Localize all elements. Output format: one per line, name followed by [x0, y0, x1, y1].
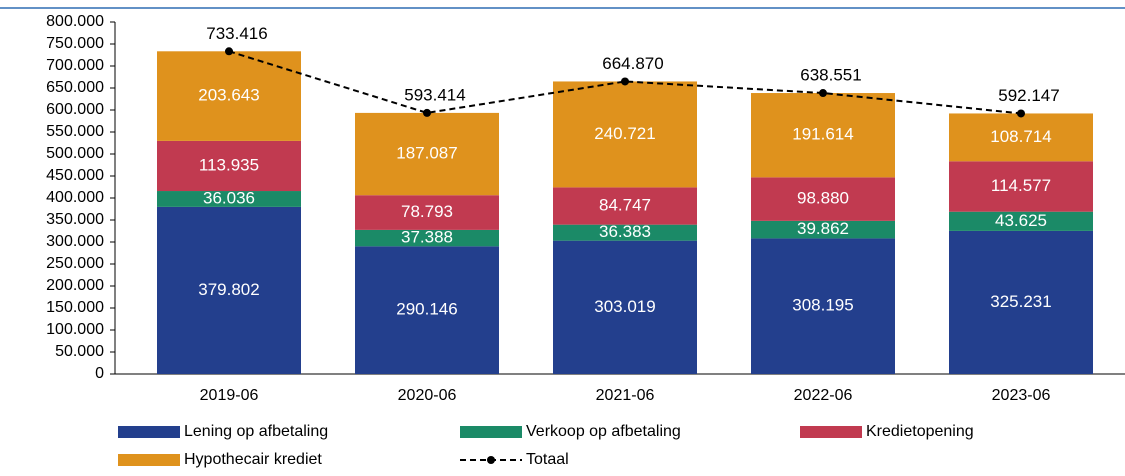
bar-segment — [751, 220, 895, 239]
data-label: 36.383 — [599, 222, 651, 241]
y-tick-label: 250.000 — [46, 255, 104, 272]
total-label: 593.414 — [404, 85, 465, 104]
bar-segment — [949, 211, 1093, 231]
data-label: 187.087 — [396, 144, 457, 163]
data-label: 39.862 — [797, 219, 849, 238]
legend-label: Lening op afbetaling — [184, 423, 328, 440]
x-tick-label: 2023-06 — [992, 387, 1051, 404]
legend-label: Hypothecair krediet — [184, 451, 322, 468]
data-label: 43.625 — [995, 211, 1047, 230]
total-point — [225, 47, 233, 56]
data-label: 303.019 — [594, 297, 655, 316]
y-tick-label: 700.000 — [46, 57, 104, 74]
legend-swatch — [460, 426, 522, 438]
y-tick-label: 100.000 — [46, 321, 104, 338]
data-label: 325.231 — [990, 292, 1051, 311]
bar-segment — [355, 112, 499, 196]
legend-dot — [487, 456, 495, 464]
bar-segment — [949, 230, 1093, 374]
bar-segment — [355, 246, 499, 374]
data-label: 36.036 — [203, 188, 255, 207]
data-label: 290.146 — [396, 300, 457, 319]
bar-segment — [553, 187, 697, 225]
total-line — [228, 50, 1022, 115]
data-label: 98.880 — [797, 189, 849, 208]
total-label: 592.147 — [998, 86, 1059, 105]
total-point — [1017, 109, 1025, 118]
x-tick-label: 2019-06 — [200, 387, 259, 404]
y-tick-label: 500.000 — [46, 145, 104, 162]
y-tick-label: 750.000 — [46, 35, 104, 52]
legend-swatch — [800, 426, 862, 438]
total-point — [819, 89, 827, 98]
y-tick-label: 450.000 — [46, 167, 104, 184]
y-tick-label: 50.000 — [55, 343, 104, 360]
y-tick-label: 550.000 — [46, 123, 104, 140]
bar-segment — [553, 240, 697, 374]
y-tick-label: 0 — [95, 365, 104, 382]
total-label: 638.551 — [800, 66, 861, 85]
total-point — [621, 77, 629, 86]
y-tick-label: 200.000 — [46, 277, 104, 294]
y-tick-label: 350.000 — [46, 211, 104, 228]
data-label: 114.577 — [991, 176, 1051, 195]
bar-segment — [157, 140, 301, 192]
legend-label: Totaal — [526, 451, 569, 468]
bar-segment — [355, 195, 499, 230]
x-tick-label: 2021-06 — [596, 387, 655, 404]
bar-segment — [157, 191, 301, 207]
bar-segment — [751, 238, 895, 374]
y-tick-label: 800.000 — [46, 13, 104, 30]
y-tick-label: 400.000 — [46, 189, 104, 206]
data-label: 108.714 — [990, 127, 1051, 146]
bar-segment — [949, 161, 1093, 212]
y-tick-label: 150.000 — [46, 299, 104, 316]
data-label: 37.388 — [401, 228, 453, 247]
legend-label: Kredietopening — [866, 423, 974, 440]
data-label: 308.195 — [792, 296, 853, 315]
data-label: 203.643 — [198, 86, 259, 105]
data-label: 191.614 — [792, 125, 853, 144]
y-tick-label: 650.000 — [46, 79, 104, 96]
bar-segment — [553, 81, 697, 188]
x-tick-label: 2022-06 — [794, 387, 853, 404]
bar-segment — [949, 113, 1093, 162]
legend-swatch — [118, 454, 180, 466]
bar-segment — [553, 224, 697, 241]
bar-segment — [751, 93, 895, 178]
data-label: 240.721 — [594, 124, 655, 143]
data-label: 84.747 — [599, 196, 651, 215]
bar-segment — [751, 177, 895, 221]
data-label: 78.793 — [401, 202, 453, 221]
y-tick-label: 300.000 — [46, 233, 104, 250]
data-label: 113.935 — [199, 155, 259, 174]
bar-segment — [157, 206, 301, 374]
legend-swatch — [118, 426, 180, 438]
total-label: 664.870 — [602, 54, 663, 73]
total-point — [423, 108, 431, 117]
total-label: 733.416 — [206, 24, 267, 43]
x-tick-label: 2020-06 — [398, 387, 457, 404]
data-label: 379.802 — [198, 280, 259, 299]
y-tick-label: 600.000 — [46, 101, 104, 118]
bar-segment — [355, 229, 499, 247]
legend-label: Verkoop op afbetaling — [526, 423, 681, 440]
